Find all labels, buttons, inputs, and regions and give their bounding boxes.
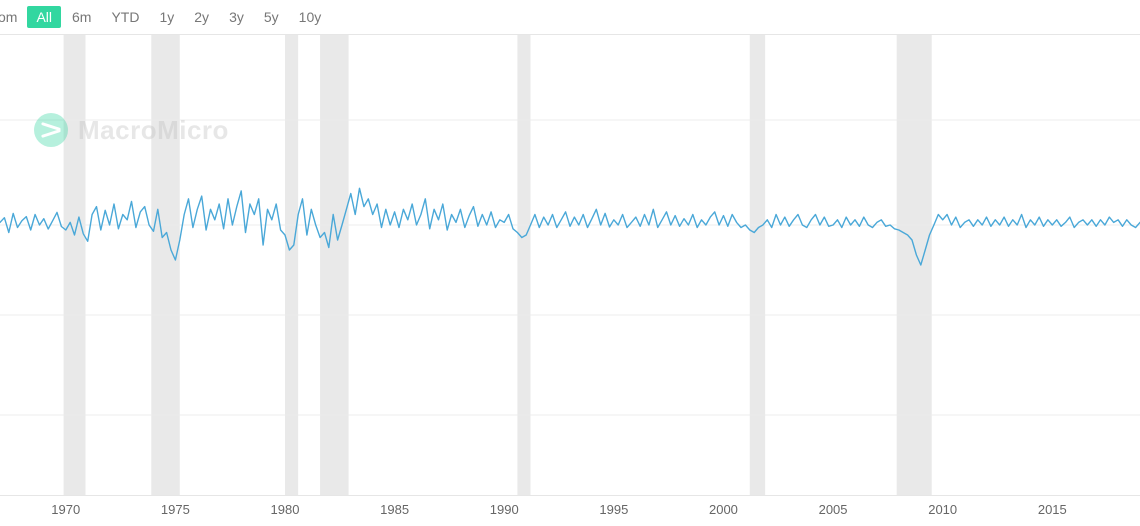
recession-band	[151, 35, 180, 495]
recession-band	[320, 35, 349, 495]
x-tick-label: 1985	[380, 502, 409, 517]
x-tick-label: 1970	[51, 502, 80, 517]
range-button-5y[interactable]: 5y	[255, 6, 288, 28]
x-tick-label: 2000	[709, 502, 738, 517]
x-tick-label: 1990	[490, 502, 519, 517]
x-axis: 1970 1975 1980 1985 1990 1995 2000 2005 2010 2015	[0, 495, 1140, 526]
range-button-1y[interactable]: 1y	[150, 6, 183, 28]
range-truncated-left: om	[0, 6, 25, 28]
recession-band	[517, 35, 530, 495]
range-button-6m[interactable]: 6m	[63, 6, 100, 28]
x-tick-label: 2010	[928, 502, 957, 517]
recession-band	[750, 35, 765, 495]
chart-svg	[0, 35, 1140, 495]
recession-band	[285, 35, 298, 495]
range-selector: om All6mYTD1y2y3y5y10y	[0, 0, 1140, 35]
range-button-3y[interactable]: 3y	[220, 6, 253, 28]
recession-band	[64, 35, 86, 495]
x-tick-label: 2015	[1038, 502, 1067, 517]
x-tick-label: 2005	[819, 502, 848, 517]
range-button-2y[interactable]: 2y	[185, 6, 218, 28]
range-button-all[interactable]: All	[27, 6, 61, 28]
x-tick-label: 1975	[161, 502, 190, 517]
chart-area: MacroMicro	[0, 35, 1140, 495]
x-tick-label: 1980	[271, 502, 300, 517]
range-button-ytd[interactable]: YTD	[102, 6, 148, 28]
x-tick-label: 1995	[599, 502, 628, 517]
recession-band	[897, 35, 932, 495]
range-button-10y[interactable]: 10y	[290, 6, 331, 28]
